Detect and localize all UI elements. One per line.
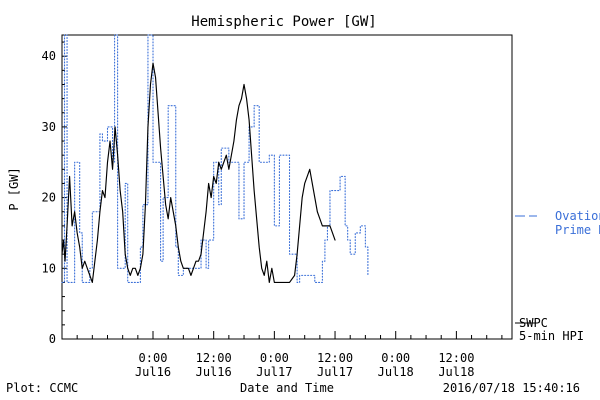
y-tick-label: 10	[42, 261, 56, 275]
x-axis: 0:00Jul1612:00Jul160:00Jul1712:00Jul170:…	[61, 331, 503, 379]
x-tick-date-label: Jul18	[438, 365, 474, 379]
swpc-series	[61, 62, 336, 284]
x-tick-time-label: 12:00	[317, 351, 353, 365]
x-tick-date-label: Jul16	[196, 365, 232, 379]
x-tick-date-label: Jul17	[256, 365, 292, 379]
chart-title: Hemispheric Power [GW]	[191, 14, 376, 30]
y-tick-label: 40	[42, 49, 56, 63]
x-tick-time-label: 0:00	[260, 351, 289, 365]
legend-label-ovation: Prime HPI	[555, 223, 600, 237]
x-tick-date-label: Jul17	[317, 365, 353, 379]
x-tick-date-label: Jul18	[378, 365, 414, 379]
series-layer	[61, 34, 369, 284]
x-tick-date-label: Jul16	[135, 365, 171, 379]
y-tick-label: 30	[42, 120, 56, 134]
y-axis: 0 10 20 30 40	[42, 41, 67, 346]
legend-label-ovation: Ovation	[555, 209, 600, 223]
footer-right: 2016/07/18 15:40:16	[443, 381, 580, 395]
legend-label-swpc: 5-min HPI	[519, 329, 584, 343]
x-tick-time-label: 12:00	[438, 351, 474, 365]
x-tick-time-label: 0:00	[139, 351, 168, 365]
x-tick-time-label: 12:00	[196, 351, 232, 365]
plot-frame	[61, 34, 513, 340]
ovation-prime-series	[61, 34, 369, 283]
footer-left: Plot: CCMC	[6, 381, 78, 395]
y-tick-label: 20	[42, 191, 56, 205]
y-axis-label: P [GW]	[7, 167, 21, 210]
y-tick-label: 0	[49, 332, 56, 346]
legend-label-swpc: SWPC	[519, 316, 548, 330]
x-tick-time-label: 0:00	[381, 351, 410, 365]
x-axis-label: Date and Time	[240, 381, 334, 395]
